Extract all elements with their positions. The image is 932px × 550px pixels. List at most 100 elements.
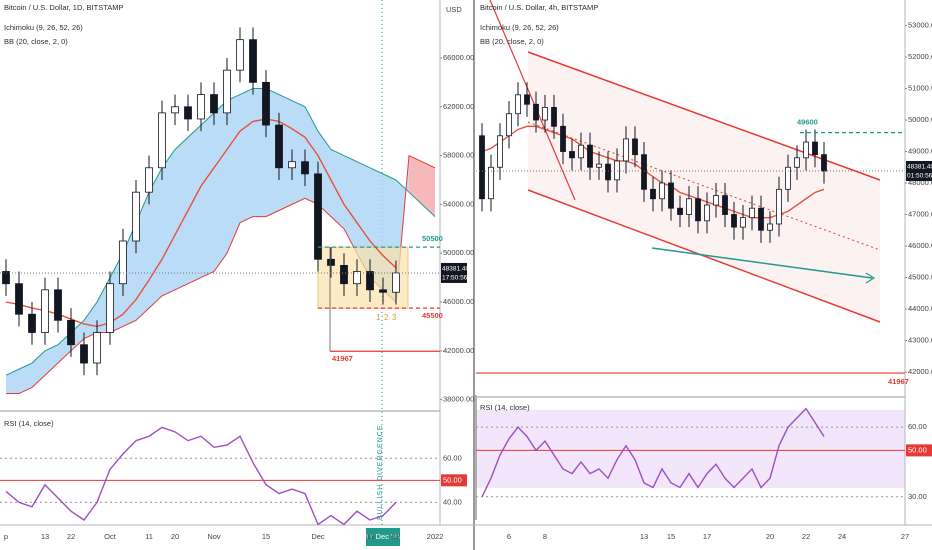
- trend-line: [489, 0, 576, 201]
- y-tick-label: 54000.00: [443, 199, 474, 208]
- candle-body: [632, 138, 638, 156]
- candle-body: [758, 207, 764, 231]
- candle-body: [262, 81, 270, 126]
- candle-body: [327, 258, 335, 266]
- level-label: 41967: [888, 377, 909, 386]
- cloud: [409, 155, 422, 205]
- candle-body: [288, 161, 296, 169]
- cloud-edge: [5, 87, 436, 376]
- cloud: [188, 125, 201, 284]
- level-label: 45500: [422, 311, 443, 320]
- legend-title: Bitcoin / U.S. Dollar, 4h, BITSTAMP: [480, 3, 598, 12]
- x-tick-label: 13: [41, 532, 49, 541]
- channel-bottom: [527, 189, 881, 323]
- candle-body: [704, 204, 710, 222]
- x-tick-label: 2022: [427, 532, 444, 541]
- layer: [0, 87, 440, 503]
- candle-body: [28, 313, 36, 333]
- candle-body: [740, 217, 746, 228]
- candle-body: [524, 94, 530, 105]
- y-tick-label: 66000.00: [443, 53, 474, 62]
- channel-fill: [528, 52, 880, 322]
- legend-indicator: Ichimoku (9, 26, 52, 26): [4, 23, 83, 32]
- y-tick-label: 44000.00: [908, 304, 932, 313]
- candle-body: [812, 141, 818, 156]
- candle-body: [677, 207, 683, 215]
- candle-body: [659, 182, 665, 200]
- x-tick-label: Dec: [311, 532, 325, 541]
- candle-body: [569, 151, 575, 159]
- x-tick-label: 24: [838, 532, 846, 541]
- x-tick-label: 27: [901, 532, 909, 541]
- layer: [0, 27, 440, 526]
- rsi-tick-label: 50.00: [443, 475, 462, 484]
- candle-body: [132, 191, 140, 242]
- x-tick-label: 6: [507, 532, 511, 541]
- candle-body: [542, 107, 548, 121]
- wave-label: 2: [384, 313, 389, 322]
- rsi-tick-label: 40.00: [443, 497, 462, 506]
- y-tick-label: 45000.00: [908, 272, 932, 281]
- rsi-line: [481, 407, 825, 498]
- candle-body: [641, 154, 647, 190]
- cloud: [45, 344, 58, 376]
- candle-body: [776, 188, 782, 225]
- arrow-head: [865, 272, 876, 284]
- candle-body: [93, 332, 101, 364]
- price-badge: [441, 262, 467, 283]
- rsi-badge: [906, 444, 932, 457]
- candle-body: [106, 283, 114, 333]
- candle-body: [650, 188, 656, 200]
- rsi-tick-label: 60.00: [443, 453, 462, 462]
- last-price: 48381.40: [907, 164, 932, 171]
- candle-body: [551, 107, 557, 127]
- crosshair-label: 17 Dec '21: [365, 532, 401, 541]
- candle-body: [497, 135, 503, 168]
- x-tick-label: 15: [262, 532, 270, 541]
- last-price: 48381.40: [442, 266, 469, 273]
- candle-body: [67, 319, 75, 346]
- cloud: [227, 94, 240, 254]
- candle-body: [249, 39, 257, 83]
- y-tick-label: 53000.00: [908, 20, 932, 29]
- candle-body: [821, 154, 827, 172]
- y-tick-label: 46000.00: [443, 297, 474, 306]
- x-tick-label: 13: [640, 532, 648, 541]
- candle-body: [596, 163, 602, 168]
- cloud: [331, 149, 344, 229]
- level-label: 49600: [797, 118, 818, 127]
- candle-body: [158, 112, 166, 169]
- countdown: 17:50:56: [442, 275, 468, 282]
- cloud: [149, 167, 162, 309]
- candle-body: [713, 195, 719, 206]
- rsi-badge: [441, 474, 467, 487]
- candle-body: [686, 198, 692, 215]
- cloud: [240, 88, 253, 223]
- candle-body: [614, 160, 620, 181]
- y-tick-label: 46000.00: [908, 241, 932, 250]
- legend-indicator: Ichimoku (9, 26, 52, 26): [480, 23, 559, 32]
- cloud: [201, 112, 214, 278]
- candle-body: [506, 113, 512, 137]
- candle-body: [479, 135, 485, 200]
- cloud: [6, 369, 19, 394]
- y-tick-label: 47000.00: [908, 209, 932, 218]
- candle-body: [340, 265, 348, 285]
- candle-body: [41, 289, 49, 333]
- x-tick-label: 22: [802, 532, 810, 541]
- rsi-title: RSI (14, close): [4, 419, 54, 428]
- candle-body: [515, 94, 521, 115]
- candle-body: [794, 157, 800, 168]
- x-tick-label: 8: [543, 532, 547, 541]
- legend-title: Bitcoin / U.S. Dollar, 1D, BITSTAMP: [4, 3, 123, 12]
- legend-indicator: BB (20, close, 2, 0): [4, 37, 68, 46]
- layer: [476, 426, 905, 498]
- y-tick-label: 52000.00: [908, 52, 932, 61]
- cloud: [162, 149, 175, 296]
- cloud: [175, 137, 188, 290]
- axis-unit: USD: [446, 5, 462, 14]
- rsi-tick-label: 30.00: [908, 492, 927, 501]
- x-tick-label: 11: [145, 532, 153, 541]
- candle-body: [749, 207, 755, 219]
- candle-body: [803, 141, 809, 159]
